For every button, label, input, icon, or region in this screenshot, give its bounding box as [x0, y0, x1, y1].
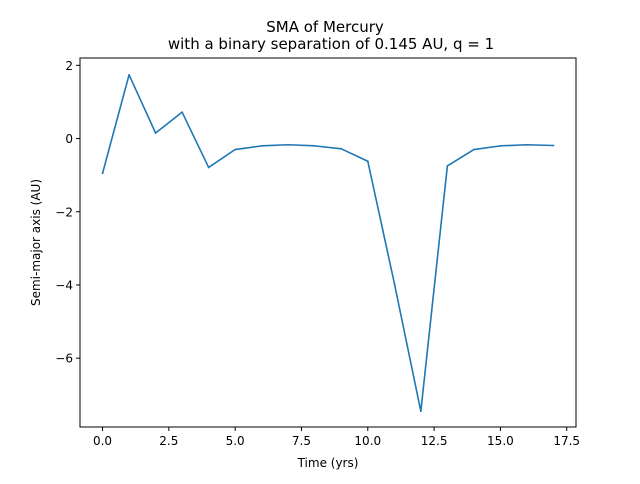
x-tick-label: 12.5 — [421, 434, 448, 448]
y-tick-label: −2 — [55, 205, 73, 219]
data-point — [499, 144, 502, 147]
series-layer — [101, 73, 555, 413]
plot-area — [80, 58, 576, 427]
data-point — [128, 73, 130, 76]
data-point — [446, 165, 449, 167]
data-point — [366, 160, 369, 163]
data-point — [207, 166, 210, 169]
data-point — [181, 111, 184, 114]
y-tick-label: −4 — [55, 278, 73, 292]
x-tick-label: 0.0 — [93, 434, 112, 448]
x-tick-label: 2.5 — [159, 434, 178, 448]
y-axis-label: Semi-major axis (AU) — [29, 179, 43, 306]
data-point — [154, 132, 157, 134]
data-point — [393, 282, 396, 285]
plot-frame — [79, 57, 577, 428]
data-point — [526, 143, 528, 146]
y-tick-label: −6 — [55, 352, 73, 366]
x-tick-label: 10.0 — [354, 434, 381, 448]
chart-subtitle: with a binary separation of 0.145 AU, q … — [168, 35, 494, 53]
y-tick-label: 0 — [65, 132, 73, 146]
x-axis-label: Time (yrs) — [297, 456, 359, 470]
data-point — [552, 144, 555, 147]
data-point — [313, 144, 316, 147]
series-line-0 — [101, 74, 554, 413]
x-tick-label: 15.0 — [487, 434, 514, 448]
y-axis-ticks: 2 0 −2 −4 −6 — [55, 59, 80, 366]
y-tick-label: 2 — [65, 59, 73, 73]
x-tick-label: 17.5 — [553, 434, 580, 448]
data-point — [340, 147, 343, 150]
data-point — [287, 143, 290, 146]
data-point — [419, 410, 422, 413]
x-tick-label: 5.0 — [226, 434, 245, 448]
data-point — [472, 148, 475, 151]
x-axis-ticks: 0.0 2.5 5.0 7.5 10.0 12.5 15.0 17.5 — [93, 427, 580, 448]
x-tick-label: 7.5 — [292, 434, 311, 448]
chart-title: SMA of Mercury — [266, 18, 384, 36]
data-point — [234, 148, 237, 151]
data-point — [101, 172, 104, 175]
data-point — [260, 144, 263, 147]
